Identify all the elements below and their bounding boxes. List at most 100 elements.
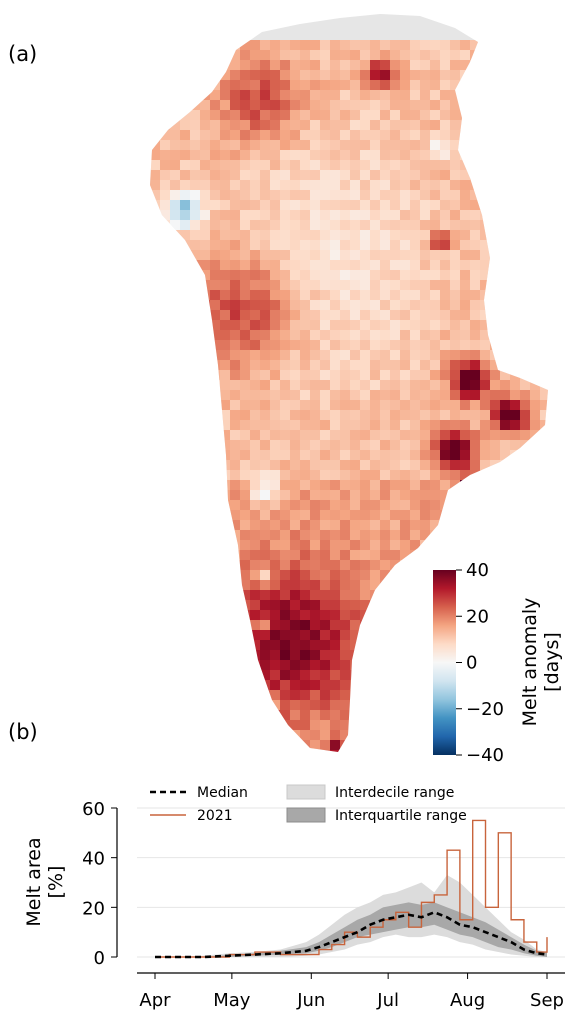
melt-cell	[400, 60, 410, 70]
melt-cell	[260, 50, 270, 60]
melt-cell	[320, 500, 330, 510]
melt-cell	[380, 130, 390, 140]
melt-cell	[170, 550, 180, 560]
melt-cell	[290, 700, 300, 710]
melt-cell	[180, 250, 190, 260]
melt-cell	[500, 250, 510, 260]
melt-cell	[290, 180, 300, 190]
legend-2021-label: 2021	[197, 808, 233, 824]
melt-cell	[260, 40, 270, 50]
melt-cell	[440, 110, 450, 120]
melt-cell	[370, 140, 380, 150]
melt-cell	[440, 450, 450, 460]
melt-cell	[210, 190, 220, 200]
melt-cell	[330, 330, 340, 340]
melt-cell	[240, 570, 250, 580]
melt-cell	[270, 280, 280, 290]
melt-cell	[520, 250, 530, 260]
melt-cell	[510, 750, 520, 752]
melt-cell	[240, 60, 250, 70]
melt-cell	[520, 430, 530, 440]
melt-cell	[360, 500, 370, 510]
melt-cell	[260, 480, 270, 490]
melt-cell	[470, 390, 480, 400]
melt-cell	[410, 740, 420, 750]
melt-cell	[310, 370, 320, 380]
melt-cell	[220, 640, 230, 650]
melt-cell	[340, 660, 350, 670]
melt-cell	[300, 380, 310, 390]
melt-cell	[520, 40, 530, 50]
melt-cell	[400, 170, 410, 180]
melt-cell	[320, 260, 330, 270]
melt-cell	[440, 160, 450, 170]
melt-cell	[350, 710, 360, 720]
melt-cell	[370, 120, 380, 130]
melt-cell	[210, 420, 220, 430]
melt-cell	[400, 90, 410, 100]
melt-cell	[500, 550, 510, 560]
melt-cell	[170, 420, 180, 430]
melt-cell	[540, 390, 548, 400]
melt-cell	[550, 160, 560, 170]
melt-cell	[140, 680, 150, 690]
melt-cell	[280, 590, 290, 600]
melt-cell	[470, 360, 480, 370]
melt-cell	[500, 210, 510, 220]
melt-cell	[310, 520, 320, 530]
melt-cell	[200, 550, 210, 560]
melt-cell	[390, 620, 400, 630]
melt-cell	[510, 580, 520, 590]
melt-cell	[530, 430, 540, 440]
melt-cell	[550, 140, 560, 150]
melt-cell	[200, 270, 210, 280]
melt-cell	[410, 670, 420, 680]
melt-cell	[510, 340, 520, 350]
melt-cell	[480, 670, 490, 680]
melt-cell	[460, 450, 470, 460]
melt-cell	[230, 90, 240, 100]
melt-cell	[360, 140, 370, 150]
melt-cell	[380, 580, 390, 590]
melt-cell	[170, 570, 180, 580]
melt-cell	[170, 720, 180, 730]
melt-cell	[260, 620, 270, 630]
melt-cell	[180, 400, 190, 410]
melt-cell	[150, 160, 160, 170]
y-axis-label-line2: [%]	[45, 866, 67, 899]
melt-cell	[350, 740, 360, 750]
melt-cell	[390, 390, 400, 400]
melt-cell	[470, 430, 480, 440]
melt-cell	[350, 500, 360, 510]
melt-cell	[180, 290, 190, 300]
melt-cell	[200, 50, 210, 60]
melt-cell	[390, 310, 400, 320]
melt-cell	[340, 390, 350, 400]
melt-cell	[320, 370, 330, 380]
melt-cell	[510, 170, 520, 180]
melt-cell	[320, 150, 330, 160]
melt-cell	[460, 630, 470, 640]
melt-cell	[220, 510, 230, 520]
melt-cell	[180, 330, 190, 340]
melt-cell	[220, 180, 230, 190]
melt-cell	[460, 130, 470, 140]
melt-cell	[270, 390, 280, 400]
melt-cell	[160, 750, 170, 752]
melt-cell	[380, 340, 390, 350]
melt-cell	[460, 580, 470, 590]
melt-cell	[540, 430, 548, 440]
melt-cell	[380, 470, 390, 480]
melt-cell	[320, 590, 330, 600]
melt-cell	[350, 240, 360, 250]
melt-cell	[430, 400, 440, 410]
melt-cell	[260, 330, 270, 340]
melt-cell	[540, 700, 548, 710]
melt-cell	[190, 700, 200, 710]
melt-cell	[400, 410, 410, 420]
melt-cell	[270, 130, 280, 140]
melt-cell	[480, 180, 490, 190]
melt-cell	[410, 690, 420, 700]
melt-cell	[390, 750, 400, 752]
melt-cell	[180, 730, 190, 740]
